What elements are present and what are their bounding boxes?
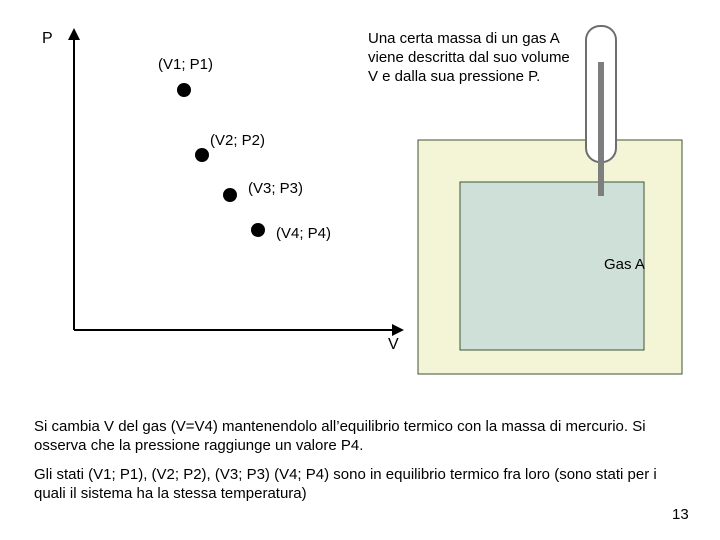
data-point-4 <box>251 223 265 237</box>
thermometer-stem-icon <box>598 62 604 196</box>
data-point-label-1: (V1; P1) <box>158 56 213 73</box>
paragraph-1: Si cambia V del gas (V=V4) mantenendolo … <box>34 418 686 456</box>
y-axis-label: P <box>42 30 53 48</box>
x-axis-arrow-icon <box>392 324 404 336</box>
gas-label: Gas A <box>604 256 645 273</box>
data-point-1 <box>177 83 191 97</box>
data-point-label-2: (V2; P2) <box>210 132 265 149</box>
data-point-3 <box>223 188 237 202</box>
data-point-2 <box>195 148 209 162</box>
y-axis-arrow-icon <box>68 28 80 40</box>
page-number: 13 <box>672 506 689 523</box>
x-axis-label: V <box>388 336 399 354</box>
data-point-label-3: (V3; P3) <box>248 180 303 197</box>
paragraph-2: Gli stati (V1; P1), (V2; P2), (V3; P3) (… <box>34 466 686 504</box>
description-text: Una certa massa di un gas A viene descri… <box>368 30 578 86</box>
data-point-label-4: (V4; P4) <box>276 225 331 242</box>
